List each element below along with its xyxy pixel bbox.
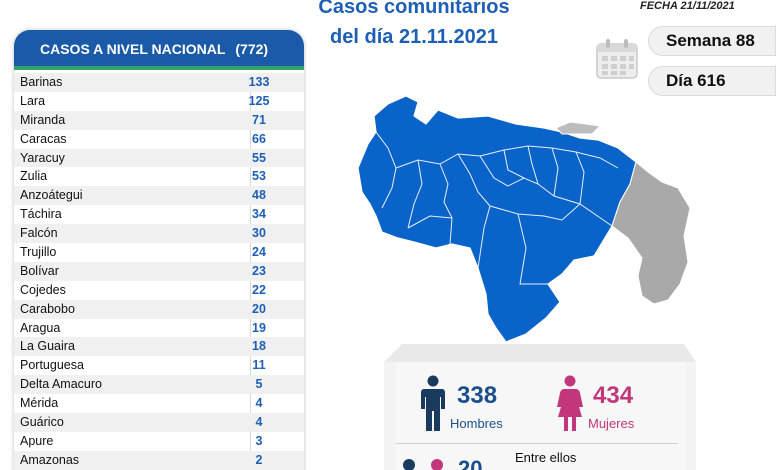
state-name: Miranda [20,112,66,127]
day-badge: Día 616 [648,66,776,96]
state-name: La Guaira [20,339,75,354]
state-name: Amazonas [20,452,80,467]
panel-title: CASOS A NIVEL NACIONAL [40,41,226,57]
page-title: Casos comunitarios del día 21.11.2021 [292,0,536,52]
case-count: 133 [248,75,270,89]
table-row: Caracas 66 [14,130,304,149]
case-count: 30 [252,226,266,241]
state-name: Mérida [20,396,59,411]
state-name: Carabobo [20,301,75,316]
stats-divider [396,443,678,444]
venezuela-map [348,88,696,346]
state-name: Lara [20,93,46,108]
case-count: 18 [252,339,266,354]
table-row: Apure 3 [14,432,304,451]
small-man-icon [402,458,416,470]
table-row: Miranda 71 [14,110,304,130]
table-row: Táchira 34 [14,205,304,224]
entre-ellos-label: Entre ellos [515,450,577,465]
title-line-1: Casos comunitarios [318,0,510,18]
table-row: Amazonas 2 [14,450,304,470]
state-name: Trujillo [20,245,57,260]
table-row: Lara 125 [14,92,304,111]
map-esequibo [611,161,691,305]
date-label: FECHA 21/11/2021 [640,0,735,12]
state-name: Aragua [20,320,61,335]
case-count: 2 [255,452,263,467]
calendar-icon [594,38,640,80]
state-name: Falcón [20,226,58,241]
case-count: 11 [252,358,266,373]
cases-table: Barinas 133 Lara 125 Miranda 71 Caracas 66 Yarac… [14,73,304,470]
state-name: Delta Amacuro [20,377,102,392]
map-mainland [357,95,637,343]
table-row: Carabobo 20 [14,299,304,319]
case-count: 4 [255,415,263,430]
panel-header: CASOS A NIVEL NACIONAL (772) [14,30,304,70]
men-label: Hombres [450,416,503,431]
case-count: 48 [252,188,266,203]
state-name: Barinas [20,75,63,89]
small-woman-icon [430,458,444,470]
case-count: 5 [255,377,263,392]
table-row: Zulia 53 [14,167,304,186]
women-label: Mujeres [588,416,635,431]
table-row: Mérida 4 [14,394,304,413]
table-row: Trujillo 24 [14,243,304,262]
table-row: Aragua 19 [14,319,304,338]
table-row: Anzoátegui 48 [14,186,304,206]
state-name: Cojedes [20,282,66,297]
table-row: Yaracuy 55 [14,148,304,168]
state-name: Apure [20,433,54,448]
case-count: 34 [252,207,266,222]
map-island [555,121,602,135]
national-cases-panel [14,30,304,470]
table-row: Guárico 4 [14,413,304,432]
case-count: 125 [248,93,270,108]
state-name: Zulia [20,169,48,184]
case-count: 53 [252,169,266,184]
state-name: Portuguesa [20,358,84,373]
case-count: 24 [252,245,266,260]
week-badge: Semana 88 [648,26,776,56]
women-count: 434 [593,382,634,409]
case-count: 71 [252,112,266,127]
table-row: Delta Amacuro 5 [14,375,304,395]
man-icon [420,375,446,433]
stats-card [396,362,686,470]
case-count: 20 [252,301,266,316]
table-row: La Guaira 18 [14,337,304,357]
state-name: Táchira [20,207,62,222]
state-name: Guárico [20,415,64,430]
table-row: Cojedes 22 [14,281,304,300]
case-count: 3 [255,433,263,448]
table-row: Barinas 133 [14,73,304,92]
title-line-2: del día 21.11.2021 [330,26,498,48]
state-name: Anzoátegui [20,188,83,203]
case-count: 66 [252,131,266,146]
state-name: Bolívar [20,263,59,278]
state-name: Caracas [20,131,67,146]
table-row: Bolívar 23 [14,261,304,281]
woman-icon [556,375,584,433]
men-count: 338 [457,382,498,409]
table-row: Falcón 30 [14,224,304,244]
table-row: Portuguesa 11 [14,356,304,375]
entre-ellos-count: 20 [458,456,483,470]
case-count: 23 [252,263,266,278]
case-count: 19 [252,320,266,335]
case-count: 55 [252,150,266,165]
state-name: Yaracuy [20,150,65,165]
panel-total: (772) [235,41,269,57]
case-count: 4 [255,396,263,411]
case-count: 22 [252,282,266,297]
